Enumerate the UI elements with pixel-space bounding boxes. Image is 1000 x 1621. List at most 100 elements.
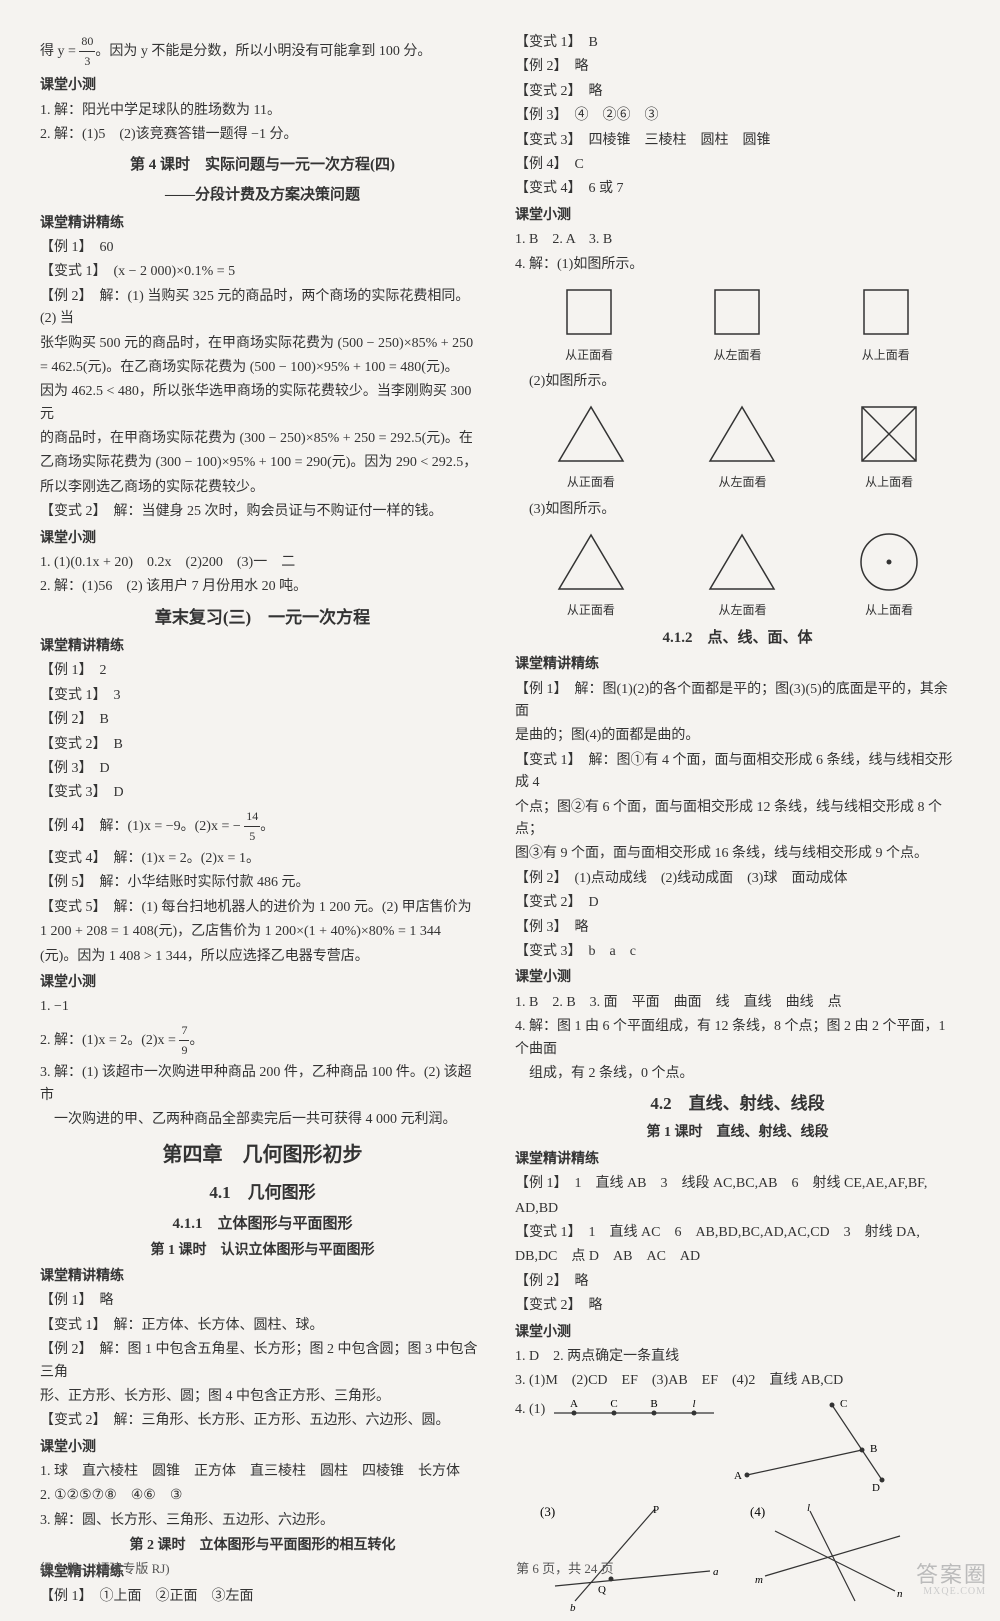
text: 【变式 2】 解：三角形、长方形、正方形、五边形、六边形、圆。 (40, 1410, 485, 1432)
text: 【例 1】 1 直线 AB 3 线段 AC,BC,AB 6 射线 CE,AE,A… (515, 1173, 960, 1195)
svg-text:(3): (3) (540, 1504, 555, 1519)
text: (元)。因为 1 408 > 1 344，所以应选择乙电器专营店。 (40, 946, 485, 968)
svg-text:b: b (570, 1602, 576, 1611)
text: 乙商场实际花费为 (300 − 100)×95% + 100 = 290(元)。… (40, 452, 485, 474)
triangle-front-icon: 从正面看 (551, 399, 631, 492)
text: 【变式 3】 b a c (515, 941, 960, 963)
heading: 课堂小测 (515, 967, 960, 989)
text: 【例 2】 (1)点动成线 (2)线动成面 (3)球 面动成体 (515, 868, 960, 890)
text: 3. 解：圆、长方形、三角形、五边形、六边形。 (40, 1510, 485, 1532)
text: DB,DC 点 D AB AC AD (515, 1246, 960, 1268)
text: 一次购进的甲、乙两种商品全部卖完后一共可获得 4 000 元利润。 (40, 1109, 485, 1131)
figure-3-4: (3) a b P Q (4) l m n (515, 1501, 960, 1615)
text: 1. D 2. 两点确定一条直线 (515, 1346, 960, 1368)
left-column: 得 y = 803。因为 y 不能是分数，所以小明没有可能拿到 100 分。 课… (40, 30, 485, 1621)
section-title: 第 4 课时 实际问题与一元一次方程(四) (40, 153, 485, 177)
svg-text:D: D (872, 1482, 880, 1494)
text: 因为 462.5 < 480，所以张华选甲商场的实际花费较少。当李刚购买 300… (40, 381, 485, 426)
heading: 课堂小测 (515, 205, 960, 227)
svg-text:B: B (650, 1398, 657, 1410)
section-title: 章末复习(三) 一元一次方程 (40, 604, 485, 631)
text: 【变式 2】 B (40, 734, 485, 756)
section-title: 4.2 直线、射线、线段 (515, 1090, 960, 1117)
text: 形、正方形、长方形、圆；图 4 中包含正方形、三角形。 (40, 1386, 485, 1408)
text: 图③有 9 个面，面与面相交形成 16 条线，线与线相交形成 9 个点。 (515, 843, 960, 865)
text: 【例 1】 60 (40, 237, 485, 259)
circle-dot-top-icon: 从上面看 (854, 527, 924, 620)
square-top-icon: 从上面看 (856, 282, 916, 365)
right-column: 【变式 1】 B 【例 2】 略 【变式 2】 略 【例 3】 ④ ②⑥ ③ 【… (515, 30, 960, 1621)
svg-text:C: C (610, 1398, 617, 1410)
footer: 级上册 (福建专版 RJ) 第 6 页，共 24 页 (40, 1559, 960, 1580)
text: 2. 解：(1)56 (2) 该用户 7 月份用水 20 吨。 (40, 576, 485, 598)
text: (2)如图所示。 (515, 371, 960, 393)
text: 【例 1】 2 (40, 660, 485, 682)
text: 【变式 2】 略 (515, 81, 960, 103)
figure-row-2: 从正面看 从左面看 从上面看 (515, 399, 960, 492)
text: 得 y = 803。因为 y 不能是分数，所以小明没有可能拿到 100 分。 (40, 32, 485, 71)
figure-4-icon: (4) l m n (745, 1501, 915, 1615)
text: 【变式 3】 四棱锥 三棱柱 圆柱 圆锥 (515, 130, 960, 152)
heading: 课堂小测 (515, 1322, 960, 1344)
svg-text:n: n (897, 1588, 903, 1600)
text: 2. 解：(1)5 (2)该竞赛答错一题得 −1 分。 (40, 124, 485, 146)
triangle-left-icon: 从左面看 (702, 399, 782, 492)
text: 【变式 1】 B (515, 32, 960, 54)
footer-center: 第 6 页，共 24 页 (516, 1559, 614, 1580)
text: 【例 4】 解：(1)x = −9。(2)x = − 145。 (40, 807, 485, 846)
text: 2. ①②⑤⑦⑧ ④⑥ ③ (40, 1485, 485, 1507)
text: 【例 3】 D (40, 758, 485, 780)
heading: 课堂精讲精练 (515, 1149, 960, 1171)
square-left-icon: 从左面看 (707, 282, 767, 365)
text: 【例 3】 略 (515, 917, 960, 939)
text: 1. −1 (40, 996, 485, 1018)
heading: 课堂小测 (40, 75, 485, 97)
text: 【变式 1】 解：图①有 4 个面，面与面相交形成 6 条线，线与线相交形成 4 (515, 750, 960, 795)
text: 的商品时，在甲商场实际花费为 (300 − 250)×85% + 250 = 2… (40, 428, 485, 450)
footer-left: 级上册 (福建专版 RJ) (40, 1559, 170, 1580)
svg-text:Q: Q (598, 1584, 606, 1596)
section-title: 第 2 课时 立体图形与平面图形的相互转化 (40, 1535, 485, 1557)
text: 【变式 2】 略 (515, 1295, 960, 1317)
text: 【变式 1】 1 直线 AC 6 AB,BD,BC,AD,AC,CD 3 射线 … (515, 1222, 960, 1244)
square-x-top-icon: 从上面看 (854, 399, 924, 492)
text: 【变式 4】 6 或 7 (515, 178, 960, 200)
text: AD,BD (515, 1198, 960, 1220)
text: 1. B 2. B 3. 面 平面 曲面 线 直线 曲线 点 (515, 992, 960, 1014)
figure-3-icon: (3) a b P Q (535, 1501, 725, 1615)
figure-row-1: 从正面看 从左面看 从上面看 (515, 282, 960, 365)
text: 【例 2】 略 (515, 1271, 960, 1293)
svg-text:C: C (840, 1398, 847, 1410)
text: 张华购买 500 元的商品时，在甲商场实际花费为 (500 − 250)×85%… (40, 333, 485, 355)
chapter-title: 第四章 几何图形初步 (40, 1139, 485, 1171)
text: 【例 2】 解：(1) 当购买 325 元的商品时，两个商场的实际花费相同。(2… (40, 286, 485, 331)
figure-4-1-2: 4. (1) A C B l C B A D (515, 1395, 960, 1495)
text: 【变式 3】 D (40, 782, 485, 804)
figure-row-3: 从正面看 从左面看 从上面看 (515, 527, 960, 620)
number-line-icon: A C B l (549, 1395, 719, 1425)
text: 3. 解：(1) 该超市一次购进甲种商品 200 件，乙种商品 100 件。(2… (40, 1062, 485, 1107)
heading: 课堂精讲精练 (40, 1266, 485, 1288)
svg-text:l: l (692, 1398, 695, 1410)
text: 1. 球 直六棱柱 圆锥 正方体 直三棱柱 圆柱 四棱锥 长方体 (40, 1461, 485, 1483)
heading: 课堂小测 (40, 1437, 485, 1459)
text: 1. B 2. A 3. B (515, 229, 960, 251)
text: 1. (1)(0.1x + 20) 0.2x (2)200 (3)一 二 (40, 552, 485, 574)
section-title: 4.1 几何图形 (40, 1179, 485, 1206)
text: 【变式 2】 解：当健身 25 次时，购会员证与不购证付一样的钱。 (40, 501, 485, 523)
heading: 课堂小测 (40, 528, 485, 550)
text: 【变式 1】 解：正方体、长方体、圆柱、球。 (40, 1315, 485, 1337)
section-title: 4.1.1 立体图形与平面图形 (40, 1212, 485, 1236)
text: 个点；图②有 6 个面，面与面相交形成 12 条线，线与线相交形成 8 个点； (515, 797, 960, 842)
text: 【例 2】 解：图 1 中包含五角星、长方形；图 2 中包含圆；图 3 中包含三… (40, 1339, 485, 1384)
text: 【变式 1】 (x − 2 000)×0.1% = 5 (40, 261, 485, 283)
text: 【例 1】 略 (40, 1290, 485, 1312)
text: 1 200 + 208 = 1 408(元)，乙店售价为 1 200×(1 + … (40, 921, 485, 943)
text: 是曲的；图(4)的面都是曲的。 (515, 725, 960, 747)
text: 【变式 4】 解：(1)x = 2。(2)x = 1。 (40, 848, 485, 870)
svg-text:l: l (807, 1502, 810, 1514)
section-title: 第 1 课时 直线、射线、线段 (515, 1122, 960, 1144)
section-title: ——分段计费及方案决策问题 (40, 183, 485, 207)
text: 【变式 2】 D (515, 892, 960, 914)
text: = 462.5(元)。在乙商场实际花费为 (500 − 100)×95% + 1… (40, 357, 485, 379)
